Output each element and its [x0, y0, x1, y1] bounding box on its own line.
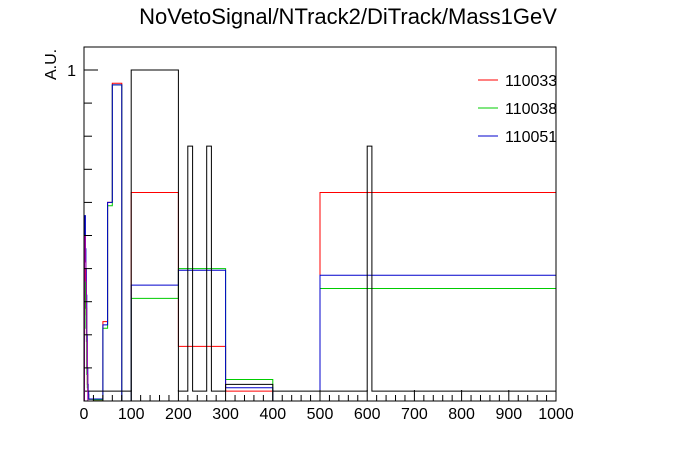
x-tick-label: 900	[495, 406, 522, 423]
x-tick-label: 300	[212, 406, 239, 423]
legend-label: 110033	[505, 73, 557, 90]
x-tick-label: 100	[118, 406, 145, 423]
chart-title: NoVetoSignal/NTrack2/DiTrack/Mass1GeV	[139, 4, 557, 29]
series-line-aux-4	[84, 235, 89, 402]
series-line-aux-3	[83, 69, 557, 401]
legend-label: 110051	[505, 129, 557, 146]
plot-lines	[83, 69, 557, 402]
y-tick-label: 1	[67, 63, 76, 80]
legend: 110033 110038 110051	[478, 73, 557, 146]
x-tick-label: 600	[354, 406, 381, 423]
legend-label: 110038	[505, 101, 557, 118]
x-tick-label: 700	[401, 406, 428, 423]
x-tick-label: 0	[80, 406, 89, 423]
x-tick-label: 500	[307, 406, 334, 423]
x-tick-label: 400	[259, 406, 286, 423]
x-axis: 0 100 200 300 400 500 600 700 800 900 1000	[80, 390, 574, 423]
y-axis: 1	[67, 63, 98, 402]
x-tick-label: 200	[165, 406, 192, 423]
y-axis-label: A.U.	[43, 49, 60, 80]
x-tick-label: 800	[448, 406, 475, 423]
x-tick-label: 1000	[538, 406, 574, 423]
